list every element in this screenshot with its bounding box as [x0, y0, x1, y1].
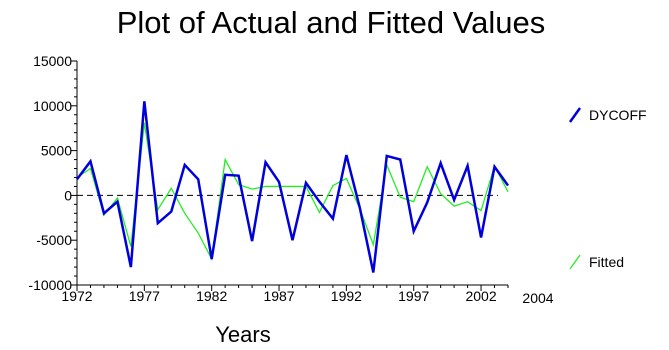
y-tick-label: 10000 — [33, 98, 72, 114]
legend-swatch-fitted — [569, 254, 581, 270]
x-tick-label: 1987 — [263, 288, 294, 304]
x-tick-label: 1997 — [398, 288, 429, 304]
x-tick-label: 2002 — [465, 288, 496, 304]
x-tick-label: 1972 — [61, 288, 92, 304]
y-tick-label: -5000 — [36, 232, 72, 248]
series-layer — [76, 101, 510, 273]
y-tick-label: -10000 — [28, 277, 72, 293]
x-tick-label: 1982 — [196, 288, 227, 304]
x-tick-label: 1992 — [331, 288, 362, 304]
legend: DYCOFF Fitted — [568, 107, 647, 270]
y-tick-label: 0 — [64, 187, 72, 203]
y-tick-label: 5000 — [41, 143, 72, 159]
legend-label-fitted: Fitted — [589, 254, 624, 270]
legend-swatch-dycoff — [568, 107, 582, 123]
series-line-dycoff — [76, 101, 510, 273]
chart-title: Plot of Actual and Fitted Values — [117, 5, 546, 40]
y-tick-label: 15000 — [33, 53, 72, 69]
x-axis-title: Years — [215, 322, 270, 347]
legend-label-dycoff: DYCOFF — [589, 107, 647, 123]
x-tick-label: 1977 — [129, 288, 160, 304]
x-end-label: 2004 — [522, 290, 553, 306]
